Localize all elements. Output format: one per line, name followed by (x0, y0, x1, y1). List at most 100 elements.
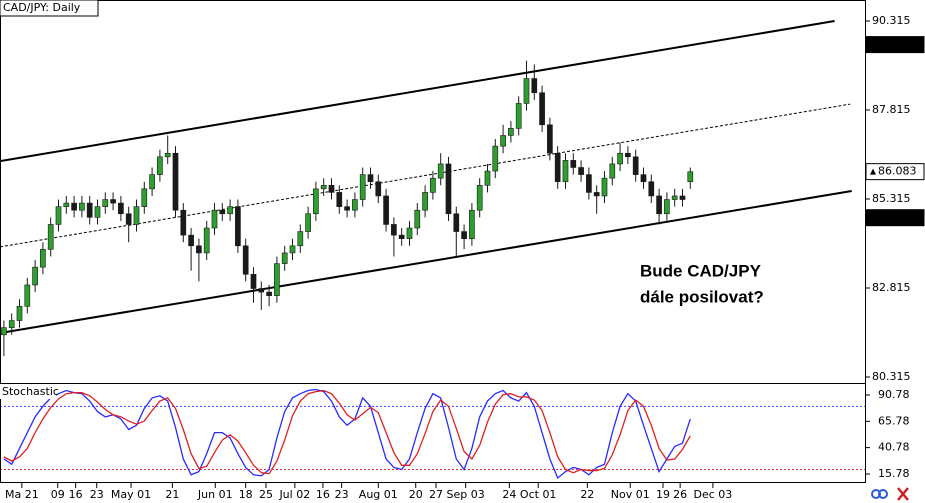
annotation-line: Bude CAD/JPY (640, 261, 762, 280)
channel-line (0, 20, 835, 163)
x-tick-label: 23 (335, 488, 349, 501)
candle-body (640, 174, 647, 183)
candle-body (94, 206, 101, 218)
candle-body (79, 202, 85, 211)
toolbar-icons[interactable] (871, 487, 909, 501)
price-label: 89.652 (878, 38, 917, 51)
candle-body (63, 202, 70, 207)
y-tick-label: 80.315 (872, 370, 911, 383)
x-tick-label: Jun 01 (197, 488, 233, 501)
candle-body (609, 163, 616, 179)
candle-body (24, 284, 31, 307)
candle-body (500, 135, 506, 147)
candle-body (398, 234, 405, 239)
candle-body (531, 78, 538, 94)
candle-body (375, 181, 382, 197)
plot-area (0, 20, 865, 479)
candle-body (227, 206, 233, 215)
candle-body (453, 213, 460, 232)
candle-body (219, 209, 226, 215)
channel-line (0, 103, 851, 248)
candle-body (461, 231, 467, 239)
candle-body (141, 188, 148, 207)
candle-body (547, 124, 553, 154)
x-tick-label: Aug 01 (359, 488, 398, 501)
x-tick-label: 16 (69, 488, 83, 501)
x-tick-label: 20 (409, 488, 423, 501)
price-label-box (865, 209, 925, 227)
close-icon[interactable] (897, 487, 909, 501)
x-tick-label: Nov 01 (611, 488, 650, 501)
price-label: 86.083 (878, 165, 917, 178)
candle-body (578, 167, 584, 175)
candle-body (281, 252, 288, 264)
y-tick-label: 90.78 (878, 388, 910, 401)
candle-body (258, 288, 265, 293)
candle-body (445, 163, 452, 215)
title-box (0, 0, 99, 17)
x-tick-label: 26 (673, 488, 687, 501)
candle-body (133, 206, 140, 225)
candle-body (266, 291, 272, 296)
candle-body (157, 156, 163, 175)
x-tick-label: Dec 03 (694, 488, 733, 501)
candle-body (484, 170, 491, 186)
price-marker (870, 168, 876, 175)
candle-body (320, 184, 327, 190)
candle-body (593, 192, 600, 197)
x-tick-label: Ma 21 (5, 488, 39, 501)
candle-body (344, 206, 350, 211)
link-icon[interactable] (878, 489, 888, 499)
price-label: 84.790 (878, 211, 917, 224)
x-tick-label: May 01 (111, 488, 151, 501)
x-tick-label: 21 (165, 488, 179, 501)
candle-body (671, 195, 678, 200)
candle-body (648, 181, 655, 197)
candle-body (625, 152, 631, 158)
price-label-box (865, 36, 925, 54)
stochastic-line (3, 389, 691, 475)
y-tick-label: 82.815 (872, 281, 911, 294)
candle-body (414, 209, 421, 229)
candle-body (539, 92, 545, 126)
x-tick-label: 18 (239, 488, 253, 501)
indicator-title: Stochastic (2, 385, 59, 398)
x-tick-label: 09 (51, 488, 65, 501)
candle-body (40, 249, 46, 268)
x-tick-label: Jul 02 (278, 488, 310, 501)
stochastic-line (3, 388, 691, 479)
x-tick-label: 25 (259, 488, 273, 501)
candle-body (570, 160, 577, 168)
candle-body (274, 263, 280, 296)
candle-body (679, 195, 686, 200)
candle-body (305, 213, 311, 232)
candle-body (562, 160, 569, 183)
y-tick-label: 40.78 (878, 441, 910, 454)
candle-body (406, 227, 413, 239)
candle-body (1, 327, 7, 336)
candle-body (617, 152, 623, 165)
candle-body (554, 152, 561, 183)
x-tick-label: 16 (316, 488, 330, 501)
candle-body (687, 171, 694, 183)
candle-body (508, 128, 514, 136)
candle-body (492, 145, 499, 172)
candle-body (196, 245, 202, 254)
x-tick-label: 22 (580, 488, 594, 501)
candle-body (313, 188, 319, 215)
candle-body (422, 192, 428, 211)
y-tick-label: 87.815 (872, 103, 911, 116)
candle-body (664, 199, 670, 215)
candle-body (32, 266, 38, 286)
candle-body (125, 213, 132, 225)
candle-body (476, 184, 483, 211)
candle-body (632, 156, 639, 175)
candle-body (430, 177, 436, 193)
candle-body (86, 202, 93, 218)
candle-body (118, 202, 124, 215)
candle-body (328, 184, 335, 193)
candle-body (211, 209, 218, 229)
candle-body (359, 174, 366, 200)
candle-body (47, 224, 54, 250)
